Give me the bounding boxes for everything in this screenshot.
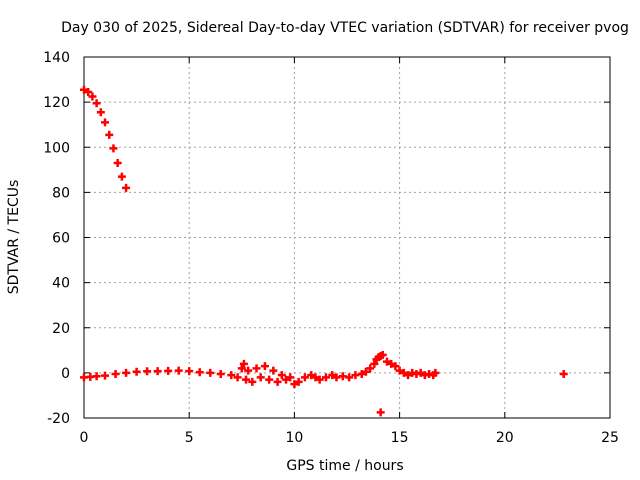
y-tick-label: 80	[52, 185, 70, 201]
data-point	[315, 375, 324, 384]
data-point	[80, 85, 88, 94]
y-tick-label: 20	[52, 321, 70, 337]
data-point	[195, 368, 204, 377]
data-point	[109, 144, 118, 153]
data-point	[206, 368, 215, 377]
data-point	[122, 183, 131, 192]
x-tick-labels: 0 5 10 15 20 25	[80, 430, 619, 446]
data-point	[260, 362, 269, 371]
data-point	[237, 364, 246, 373]
data-point	[105, 130, 114, 139]
data-point	[256, 373, 265, 382]
data-point	[113, 159, 122, 168]
x-tick-label: 15	[391, 430, 409, 446]
data-point	[399, 368, 408, 377]
data-point	[92, 372, 101, 381]
y-tick-labels: -20 0 20 40 60 80 100 120 140	[43, 50, 70, 427]
y-tick-label: 0	[61, 366, 70, 382]
y-tick-label: 40	[52, 276, 70, 292]
data-point	[290, 380, 299, 389]
data-point	[269, 366, 278, 375]
data-point	[391, 362, 400, 371]
data-point	[164, 366, 173, 375]
data-point	[233, 373, 242, 382]
data-point	[559, 370, 568, 379]
y-tick-label: 100	[43, 140, 70, 156]
data-point	[185, 367, 194, 376]
x-tick-label: 5	[185, 430, 194, 446]
data-point	[132, 367, 141, 376]
data-point	[117, 172, 126, 181]
data-point	[345, 373, 354, 382]
data-point	[111, 370, 120, 379]
data-point	[387, 359, 396, 368]
x-tick-label: 20	[496, 430, 514, 446]
y-tick-label: -20	[47, 411, 70, 427]
data-point	[376, 408, 385, 417]
data-point	[294, 377, 303, 386]
data-point	[416, 368, 425, 377]
data-point	[227, 371, 236, 380]
data-point	[321, 373, 330, 382]
data-point	[174, 366, 183, 375]
data-point	[281, 375, 290, 384]
x-tick-label: 10	[285, 430, 303, 446]
data-point	[92, 99, 101, 108]
data-point	[265, 375, 274, 384]
data-point	[239, 359, 248, 368]
chart-title: Day 030 of 2025, Sidereal Day-to-day VTE…	[61, 20, 629, 36]
data-point	[431, 368, 440, 377]
data-point	[328, 371, 337, 380]
data-point	[366, 364, 375, 373]
data-point	[216, 370, 225, 379]
data-point	[286, 373, 295, 382]
data-point	[252, 364, 261, 373]
data-point	[273, 377, 282, 386]
y-tick-label: 60	[52, 231, 70, 247]
data-point	[101, 371, 110, 380]
x-tick-label: 0	[80, 430, 89, 446]
data-point	[248, 377, 257, 386]
data-point	[307, 371, 316, 380]
data-point	[370, 359, 379, 368]
data-point	[404, 371, 413, 380]
data-point	[96, 108, 105, 117]
tick-marks	[83, 56, 611, 419]
data-point	[101, 118, 110, 127]
data-point	[277, 371, 286, 380]
data-point	[361, 367, 370, 376]
x-tick-label: 25	[601, 430, 619, 446]
data-point	[88, 92, 97, 101]
data-point	[395, 366, 404, 375]
y-tick-label: 140	[43, 50, 70, 66]
data-point	[244, 366, 253, 375]
data-point	[143, 367, 152, 376]
grid-lines	[84, 57, 610, 418]
data-point	[311, 373, 320, 382]
plot-frame	[83, 56, 611, 419]
data-point	[153, 367, 162, 376]
data-point	[122, 368, 131, 377]
data-point	[300, 373, 309, 382]
y-tick-label: 120	[43, 95, 70, 111]
data-point	[382, 357, 391, 366]
data-point	[357, 370, 366, 379]
data-point	[378, 350, 387, 359]
data-point	[242, 375, 251, 384]
x-axis-label: GPS time / hours	[286, 458, 403, 474]
y-axis-label: SDTVAR / TECUs	[6, 180, 22, 295]
data-point	[84, 87, 93, 96]
data-points	[80, 85, 568, 417]
